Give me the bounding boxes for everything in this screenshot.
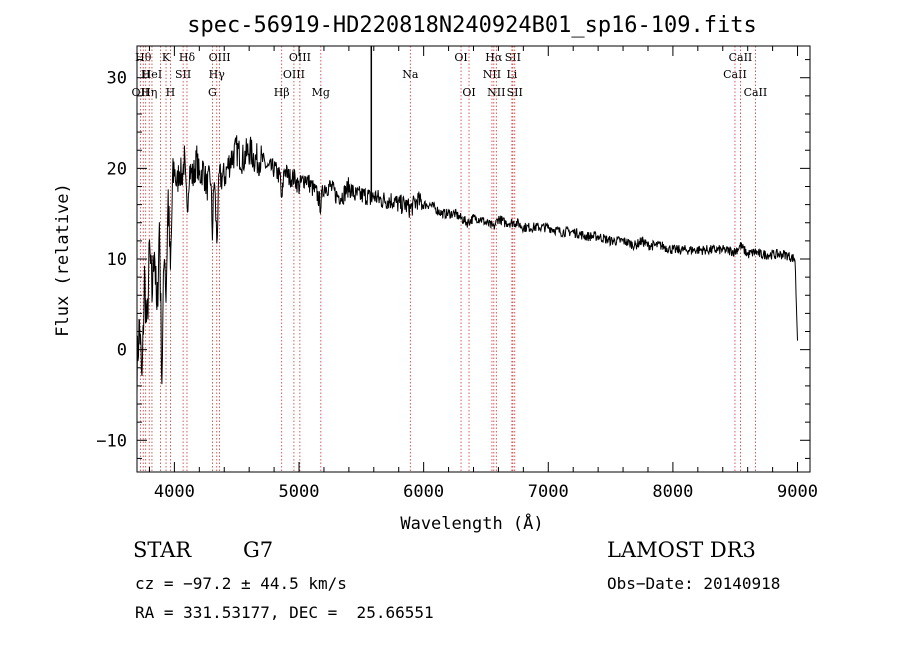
marker-label-17: Na — [402, 68, 419, 81]
marker-label-16: Mg — [312, 86, 330, 99]
marker-label-23: Li — [506, 68, 517, 81]
marker-label-24: SII — [505, 51, 521, 64]
marker-label-0: Hθ — [135, 51, 152, 64]
marker-label-4: HeI — [142, 68, 162, 81]
marker-label-11: Hγ — [209, 68, 226, 81]
marker-label-13: Hβ — [274, 86, 290, 99]
spectral-line-markers: HθOIIHHηHeIKHSIIHδGHγOIIIHβOIIIOIIIMgNaO… — [132, 46, 768, 472]
marker-label-18: OI — [454, 51, 467, 64]
object-type: STAR — [133, 538, 192, 562]
y-tick-label-1: 0 — [117, 341, 127, 361]
marker-label-8: SII — [175, 68, 191, 81]
marker-label-15: OIII — [289, 51, 311, 64]
y-tick-label-0: −10 — [96, 431, 127, 451]
marker-label-1: OII — [132, 86, 150, 99]
marker-label-25: SII — [507, 86, 523, 99]
marker-label-22: NII — [487, 86, 505, 99]
y-axis: −10 0 10 20 30 — [96, 59, 810, 459]
marker-label-28: CaII — [744, 86, 768, 99]
x-tick-label-2: 6000 — [403, 482, 444, 502]
flux-series-group — [136, 46, 798, 396]
chart-title: spec-56919-HD220818N240924B01_sp16-109.f… — [187, 13, 757, 38]
y-tick-label-2: 10 — [107, 250, 127, 270]
marker-label-14: OIII — [283, 68, 305, 81]
marker-label-9: Hδ — [179, 51, 196, 64]
y-tick-label-3: 20 — [107, 159, 127, 179]
marker-label-7: H — [166, 86, 176, 99]
x-tick-label-4: 8000 — [652, 482, 693, 502]
x-tick-label-3: 7000 — [528, 482, 569, 502]
object-subclass: G7 — [243, 538, 274, 562]
coordinates: RA = 331.53177, DEC = 25.66551 — [135, 603, 434, 622]
marker-label-19: OI — [462, 86, 475, 99]
obs-date: Obs−Date: 20140918 — [607, 574, 781, 593]
marker-label-26: CaII — [723, 68, 747, 81]
marker-label-27: CaII — [729, 51, 753, 64]
x-axis-label: Wavelength (Å) — [400, 512, 543, 534]
redshift-readout: cz = −97.2 ± 44.5 km/s — [135, 574, 347, 593]
x-tick-label-0: 4000 — [154, 482, 195, 502]
plot-frame — [136, 45, 811, 473]
marker-label-2: H — [141, 68, 151, 81]
marker-label-21: Hα — [485, 51, 503, 64]
y-tick-label-4: 30 — [107, 69, 127, 89]
marker-label-6: K — [162, 51, 171, 64]
marker-label-10: G — [208, 86, 217, 99]
flux-series-line — [136, 135, 798, 396]
x-axis: 4000 5000 6000 7000 8000 9000 — [148, 46, 818, 502]
x-tick-label-1: 5000 — [279, 482, 320, 502]
x-tick-label-5: 9000 — [777, 482, 818, 502]
marker-label-12: OIII — [209, 51, 231, 64]
marker-label-20: NII — [483, 68, 501, 81]
survey-name: LAMOST DR3 — [607, 538, 756, 562]
marker-label-3: Hη — [141, 86, 157, 99]
y-axis-label: Flux (relative) — [53, 183, 73, 337]
